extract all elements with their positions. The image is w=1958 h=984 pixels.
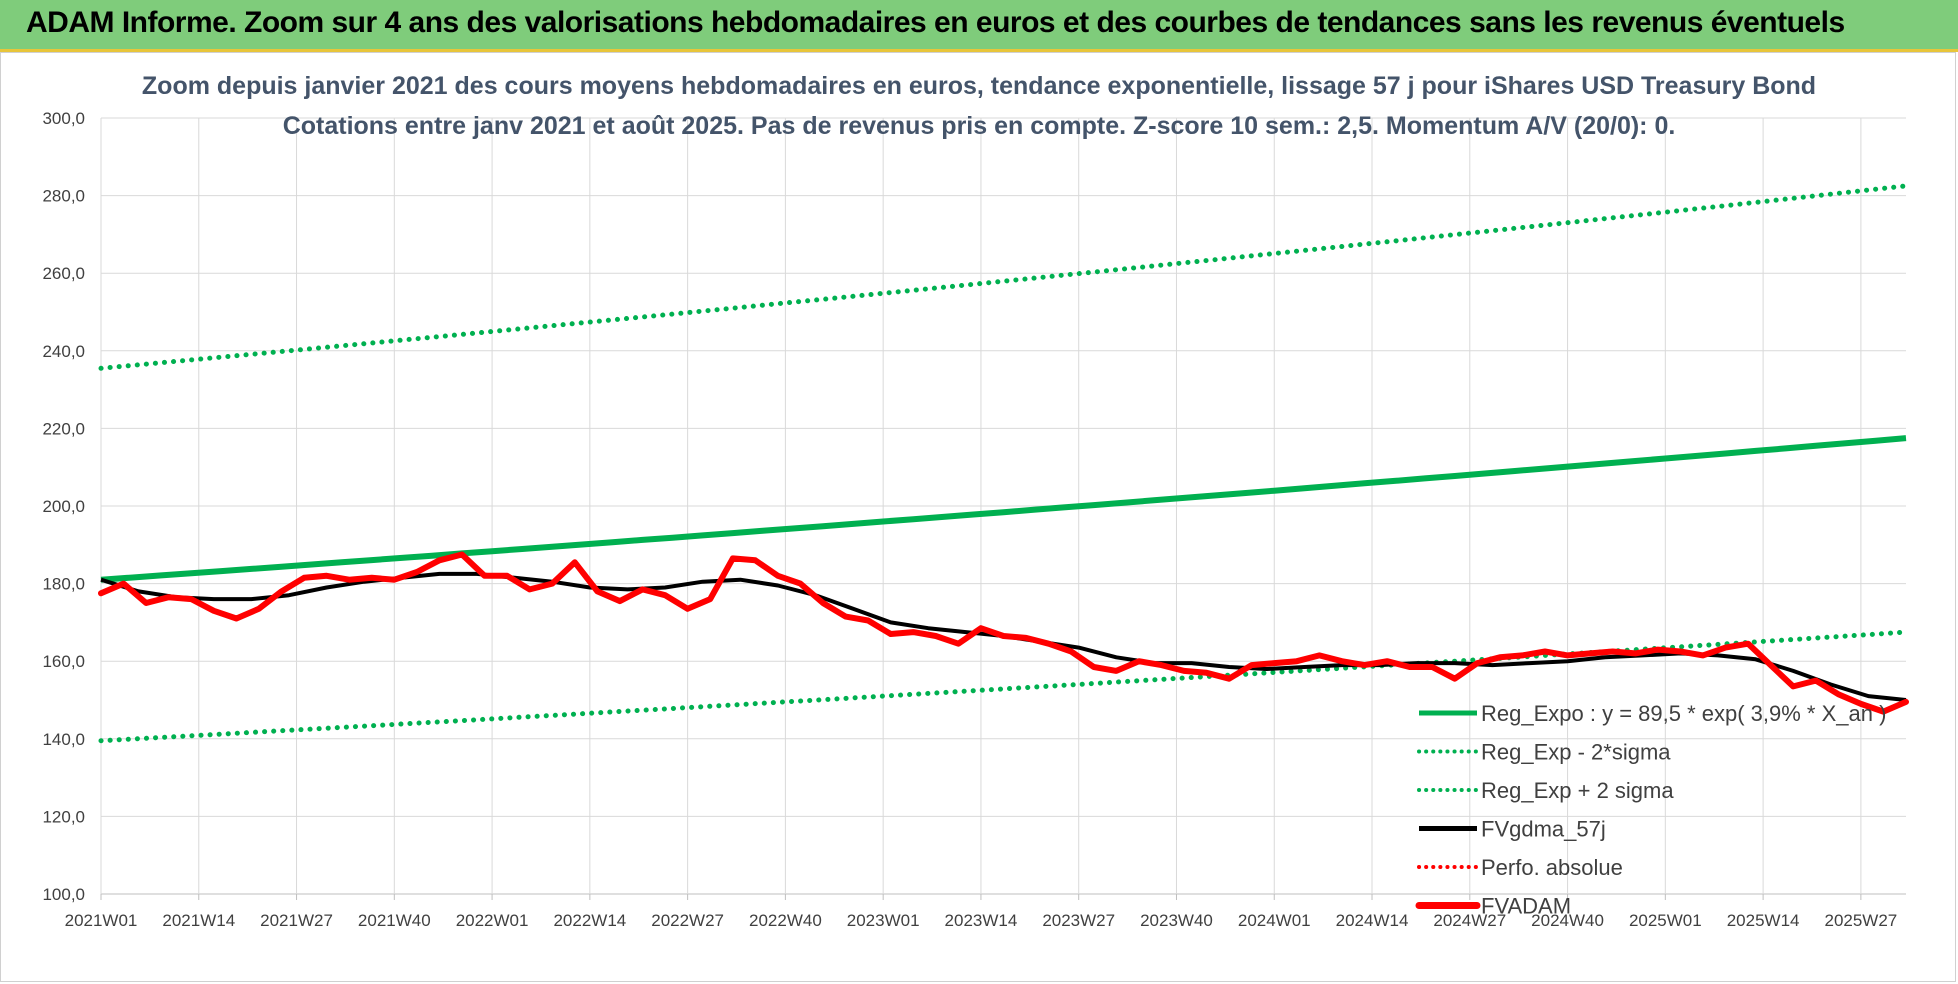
y-tick-label: 140,0 <box>42 730 85 749</box>
series-line-0 <box>100 435 1907 583</box>
y-tick-label: 300,0 <box>42 109 85 128</box>
y-tick-label: 240,0 <box>42 342 85 361</box>
series-line-1 <box>98 629 1909 744</box>
x-tick-label: 2025W01 <box>1629 911 1702 930</box>
x-axis-ticks: 2021W01 2021W14 2021W27 2021W40 2022W01 2022W… <box>65 911 1898 930</box>
chart-series <box>98 183 1909 744</box>
series-line-2 <box>98 183 1909 371</box>
chart-subtitle: Cotations entre janv 2021 et août 2025. … <box>283 112 1676 140</box>
x-tick-label: 2023W27 <box>1042 911 1115 930</box>
y-tick-label: 160,0 <box>42 652 85 671</box>
y-tick-label: 120,0 <box>42 807 85 826</box>
x-tick-label: 2023W01 <box>847 911 920 930</box>
x-tick-label: 2025W14 <box>1727 911 1800 930</box>
x-tick-label: 2022W01 <box>456 911 529 930</box>
chart-legend: Reg_Expo : y = 89,5 * exp( 3,9% * X_an )… <box>1415 701 1886 919</box>
chart-grid <box>100 117 1906 900</box>
report-title: ADAM Informe. Zoom sur 4 ans des valoris… <box>26 6 1845 39</box>
x-tick-label: 2024W01 <box>1238 911 1311 930</box>
y-axis-ticks: 100,0 120,0 140,0 160,0 180,0 200,0 220,0 240,0… <box>42 109 85 904</box>
x-tick-label: 2021W14 <box>162 911 235 930</box>
x-tick-label: 2025W27 <box>1824 911 1897 930</box>
legend-label: Reg_Exp - 2*sigma <box>1481 740 1671 765</box>
legend-label: FVgdma_57j <box>1481 817 1606 842</box>
x-tick-label: 2022W40 <box>749 911 822 930</box>
y-tick-label: 280,0 <box>42 187 85 206</box>
x-tick-label: 2023W14 <box>945 911 1018 930</box>
x-tick-label: 2021W40 <box>358 911 431 930</box>
chart-frame: 100,0 120,0 140,0 160,0 180,0 200,0 220,0 240,0… <box>0 52 1956 982</box>
legend-label: FVADAM <box>1481 894 1571 919</box>
x-tick-label: 2021W27 <box>260 911 333 930</box>
x-tick-label: 2022W27 <box>651 911 724 930</box>
x-tick-label: 2024W40 <box>1531 911 1604 930</box>
chart-title: Zoom depuis janvier 2021 des cours moyen… <box>142 72 1816 100</box>
legend-label: Reg_Exp + 2 sigma <box>1481 778 1674 803</box>
y-tick-label: 220,0 <box>42 419 85 438</box>
x-tick-label: 2024W27 <box>1433 911 1506 930</box>
x-tick-label: 2021W01 <box>65 911 138 930</box>
x-tick-label: 2023W40 <box>1140 911 1213 930</box>
line-chart: 100,0 120,0 140,0 160,0 180,0 200,0 220,0 240,0… <box>42 72 1909 930</box>
y-tick-label: 100,0 <box>42 885 85 904</box>
y-tick-label: 180,0 <box>42 575 85 594</box>
y-tick-label: 260,0 <box>42 264 85 283</box>
series-line-5 <box>98 551 1909 715</box>
y-tick-label: 200,0 <box>42 497 85 516</box>
x-tick-label: 2024W14 <box>1336 911 1409 930</box>
legend-label: Perfo. absolue <box>1481 855 1623 880</box>
legend-label: Reg_Expo : y = 89,5 * exp( 3,9% * X_an ) <box>1481 701 1886 726</box>
x-tick-label: 2022W14 <box>553 911 626 930</box>
report-banner: ADAM Informe. Zoom sur 4 ans des valoris… <box>0 0 1958 52</box>
